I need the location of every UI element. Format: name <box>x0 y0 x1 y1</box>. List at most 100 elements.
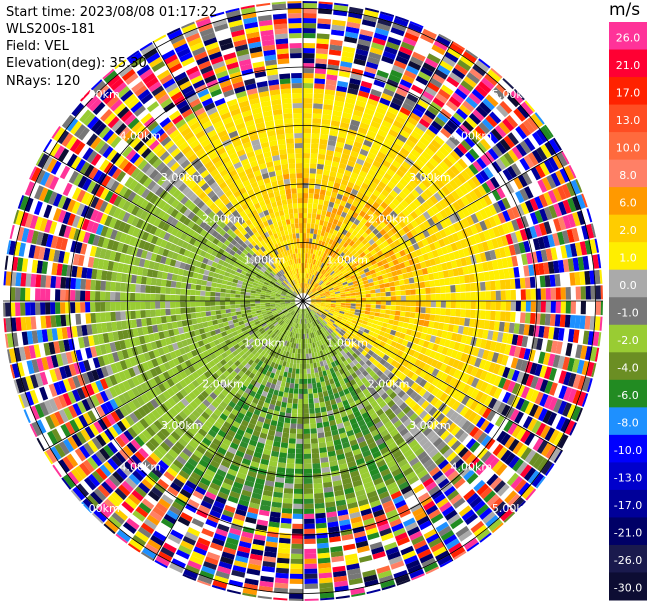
range-gate <box>548 205 558 219</box>
range-gate <box>549 447 562 462</box>
range-gate <box>227 320 234 326</box>
range-gate <box>525 361 533 374</box>
range-gate <box>200 333 207 340</box>
range-gate <box>460 284 466 292</box>
range-gate <box>378 265 385 271</box>
range-gate <box>361 370 369 377</box>
range-gate <box>415 172 425 182</box>
range-gate <box>295 348 298 354</box>
range-gate <box>117 330 124 341</box>
range-gate <box>449 179 459 190</box>
range-gate <box>298 308 301 314</box>
range-gate <box>569 315 576 329</box>
range-gate <box>312 108 323 114</box>
range-gate <box>241 458 252 466</box>
range-gate <box>544 427 556 442</box>
range-gate <box>283 371 288 378</box>
range-gate <box>523 324 530 336</box>
range-gate <box>472 244 480 254</box>
range-gate <box>116 529 131 543</box>
range-gate <box>448 224 457 234</box>
range-gate <box>152 506 166 518</box>
range-gate <box>507 380 516 393</box>
range-gate <box>106 413 116 426</box>
range-gate <box>310 148 319 154</box>
range-gate <box>384 408 393 417</box>
range-gate <box>279 349 284 356</box>
range-gate <box>353 141 363 149</box>
range-gate <box>304 503 314 509</box>
range-gate <box>428 273 435 281</box>
range-gate <box>383 369 391 377</box>
range-gate <box>209 482 221 491</box>
range-gate <box>579 271 586 285</box>
range-gate <box>168 448 179 459</box>
range-gate <box>466 215 475 226</box>
range-gate <box>331 191 338 199</box>
range-gate <box>315 522 327 529</box>
range-gate <box>198 459 209 469</box>
range-gate <box>143 518 157 530</box>
range-gate <box>91 470 104 484</box>
range-gate <box>365 290 371 295</box>
range-gate <box>253 318 260 323</box>
range-gate <box>330 120 341 127</box>
range-gate <box>253 451 263 459</box>
range-gate <box>314 270 318 276</box>
range-gate <box>445 285 451 293</box>
range-gate <box>285 305 291 308</box>
range-gate <box>423 320 430 327</box>
range-gate <box>384 185 393 194</box>
range-gate <box>186 404 195 413</box>
range-gate <box>363 178 372 186</box>
range-gate <box>207 375 216 384</box>
range-gate <box>290 568 303 574</box>
range-gate <box>332 343 338 350</box>
range-gate <box>471 414 482 426</box>
range-gate <box>125 415 135 427</box>
range-gate <box>252 539 265 546</box>
range-gate <box>328 357 334 363</box>
range-gate <box>424 403 434 413</box>
range-gate <box>323 288 329 292</box>
range-gate <box>389 391 397 400</box>
range-gate <box>400 462 411 472</box>
range-gate <box>366 588 382 597</box>
range-gate <box>361 117 372 126</box>
range-gate <box>293 332 297 339</box>
range-gate <box>333 311 340 315</box>
range-gate <box>244 480 255 488</box>
range-gate <box>536 457 549 472</box>
range-gate <box>202 321 209 328</box>
range-gate <box>508 455 520 469</box>
range-gate <box>367 408 376 416</box>
range-gate <box>299 368 303 374</box>
range-gate <box>180 397 190 407</box>
range-gate <box>342 477 352 485</box>
range-gate <box>271 450 280 458</box>
range-gate <box>395 454 406 464</box>
range-gate <box>331 223 337 230</box>
range-gate <box>148 350 156 360</box>
range-gate <box>383 376 391 384</box>
range-gate <box>455 301 461 309</box>
range-gate <box>213 388 221 397</box>
range-gate <box>310 248 314 254</box>
range-gate <box>233 334 240 340</box>
range-gate <box>272 328 278 333</box>
range-gate <box>468 163 479 175</box>
range-gate <box>351 475 362 483</box>
range-gate <box>67 405 78 419</box>
range-gate <box>316 335 321 342</box>
range-gate <box>313 308 319 312</box>
range-gate <box>320 305 326 308</box>
range-gate <box>511 146 523 160</box>
range-gate <box>241 373 249 381</box>
range-gate <box>151 409 161 420</box>
range-gate <box>188 365 196 374</box>
range-gate <box>252 386 259 393</box>
range-gate <box>184 531 199 542</box>
range-gate <box>471 377 480 388</box>
range-gate <box>367 217 375 225</box>
range-gate <box>362 255 369 261</box>
